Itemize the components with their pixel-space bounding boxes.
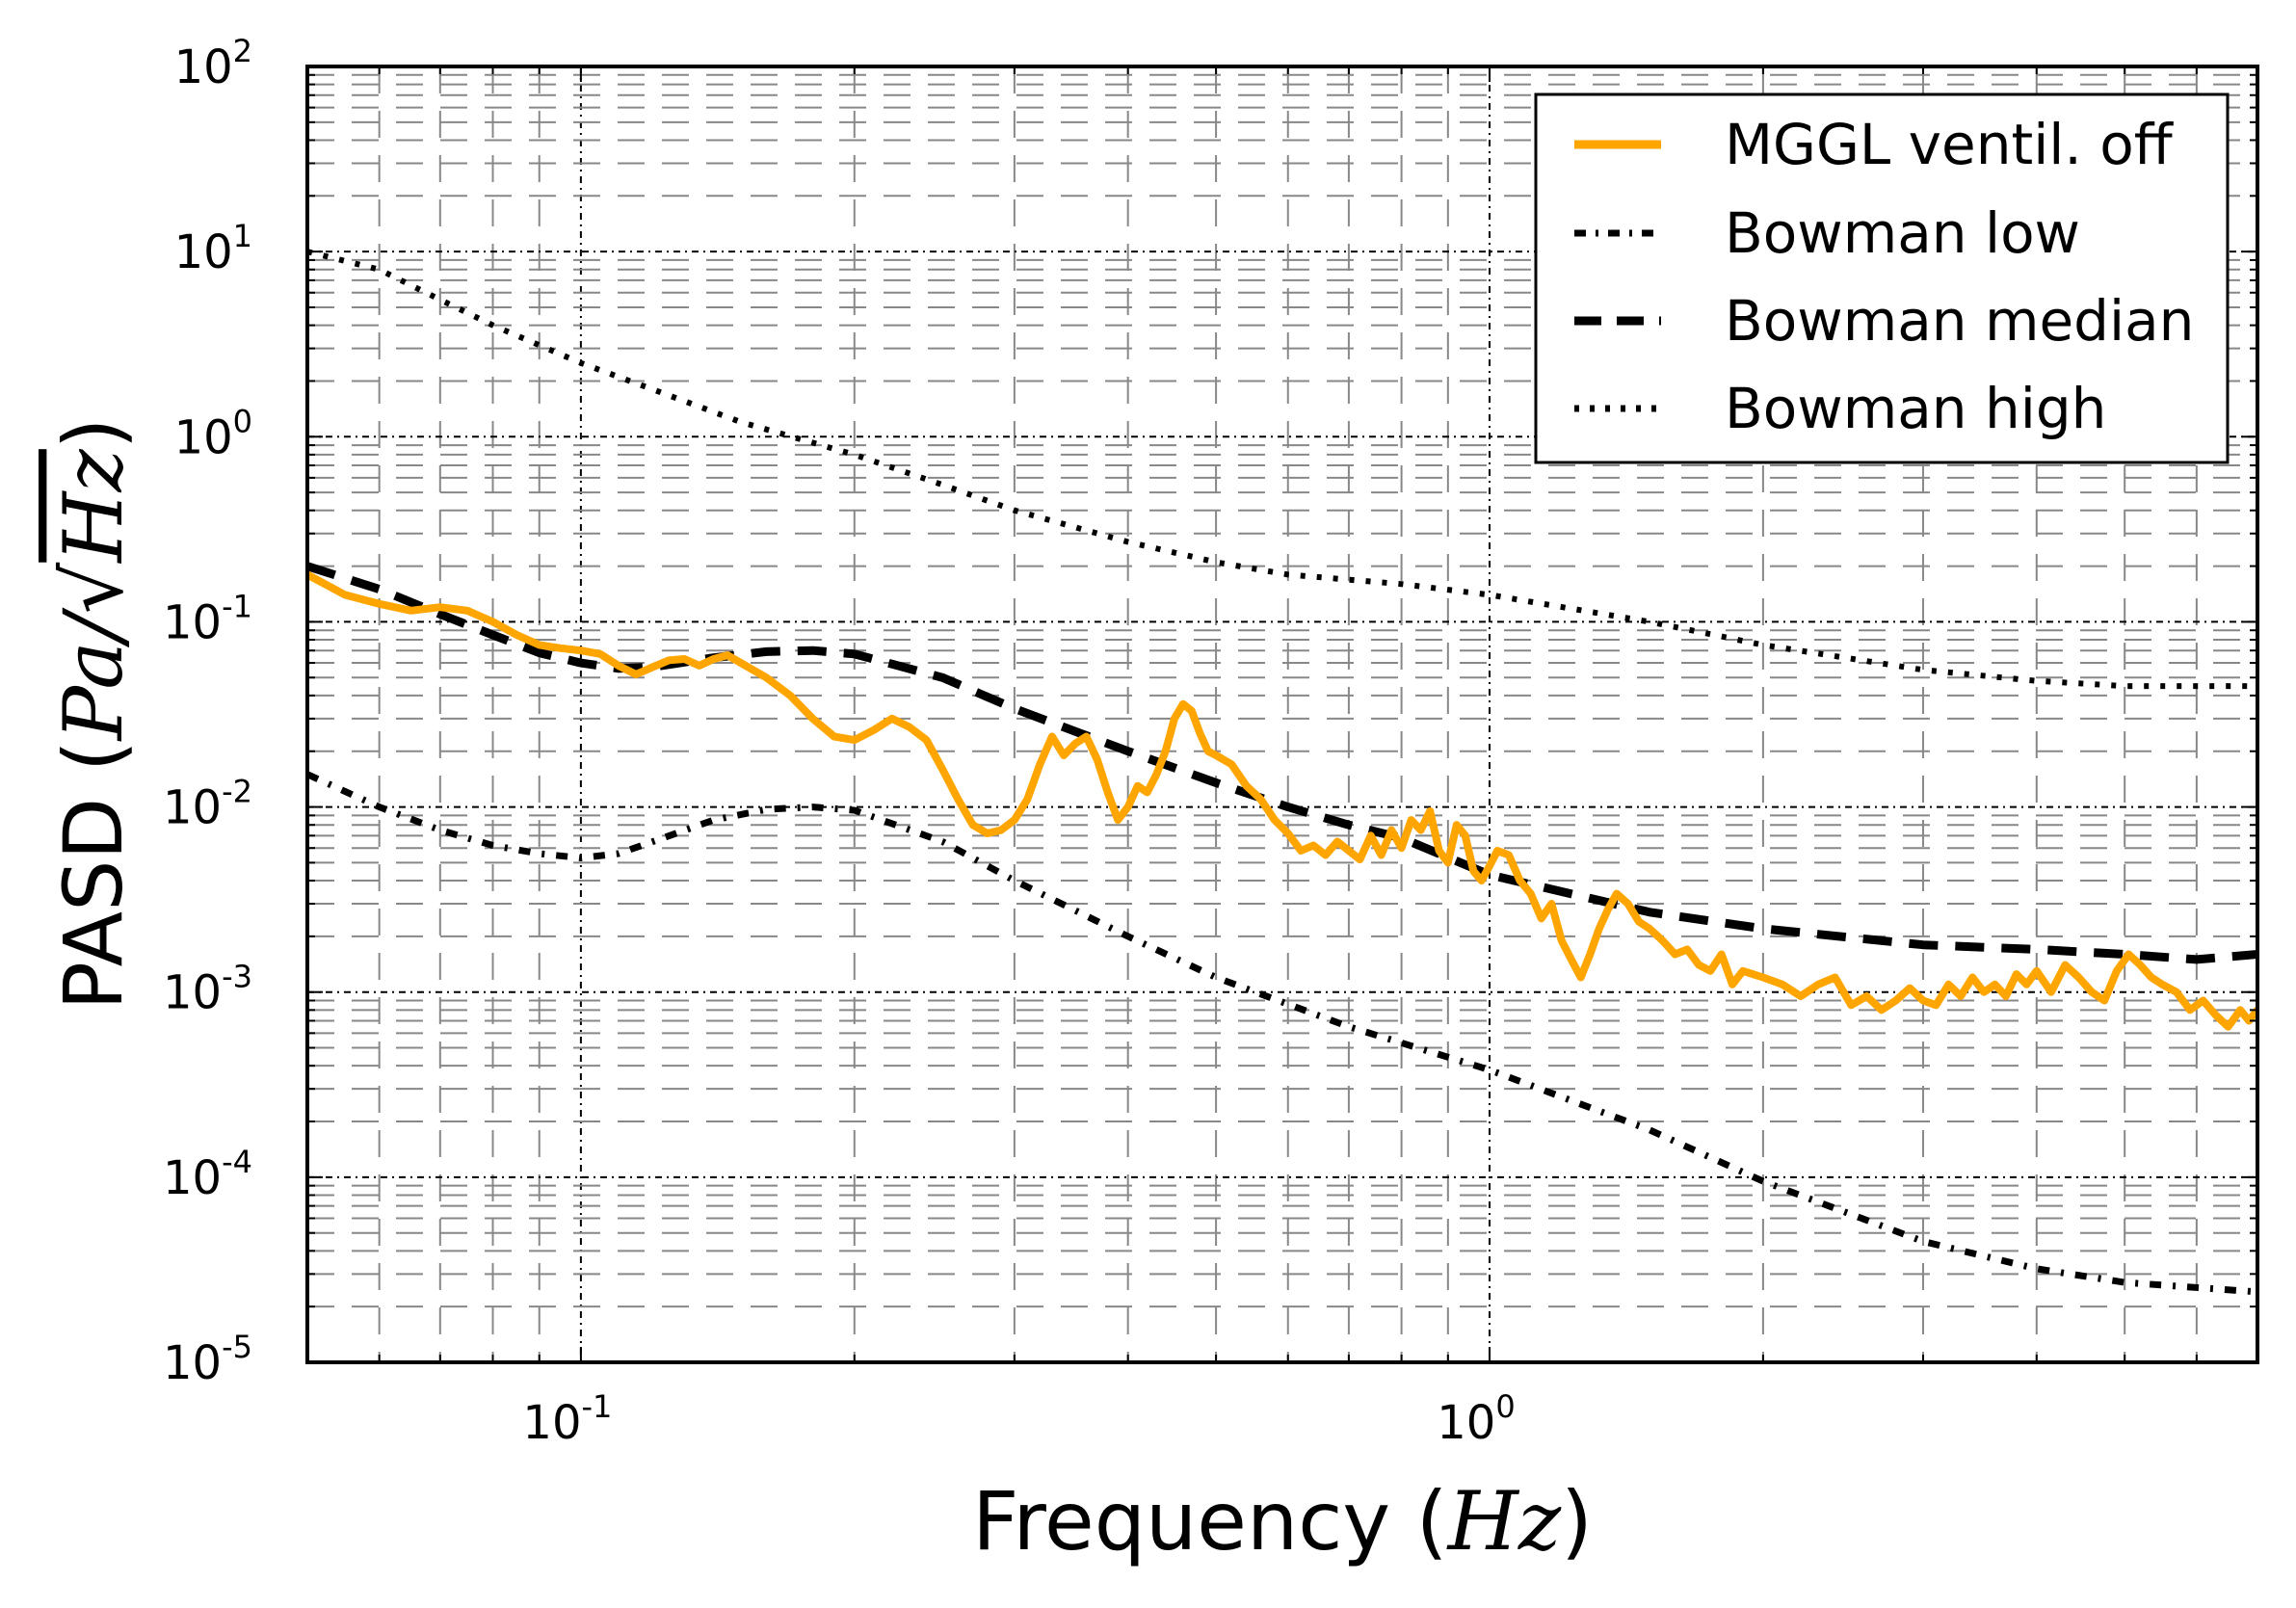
y-tick-base: 10 — [163, 1336, 222, 1390]
series-line-mggl-ventil-off — [307, 570, 2257, 1031]
y-tick-exponent: -2 — [222, 774, 252, 810]
y-tick-exponent: 1 — [233, 218, 252, 254]
y-axis-title-math: Pa/ — [46, 607, 141, 743]
y-tick-base: 10 — [174, 40, 233, 94]
y-tick-base: 10 — [163, 966, 222, 1020]
y-tick-base: 10 — [163, 595, 222, 649]
x-axis-title: Frequency (Hz) — [972, 1474, 1593, 1568]
series-line-bowman-median — [307, 562, 2257, 964]
legend: MGGL ventil. off Bowman low Bowman media… — [1534, 92, 2230, 464]
y-tick-label: 10-1 — [163, 588, 252, 649]
y-tick-exponent: -3 — [222, 959, 252, 995]
y-axis-title: PASD (Pa/√Hz) — [46, 417, 141, 1010]
x-axis-title-math: Hz — [1446, 1474, 1562, 1568]
x-tick-base: 10 — [1437, 1396, 1495, 1450]
y-axis-title-suffix: ) — [46, 417, 141, 449]
y-tick-base: 10 — [163, 781, 222, 835]
sqrt-symbol: √ — [46, 562, 141, 614]
series-layer — [307, 249, 2257, 1296]
y-tick-label: 10-4 — [163, 1144, 252, 1205]
y-tick-exponent: 0 — [233, 403, 252, 439]
x-tick-label: 10-1 — [522, 1388, 612, 1450]
y-tick-exponent: -1 — [222, 588, 252, 624]
x-axis-title-prefix: Frequency ( — [972, 1474, 1447, 1568]
legend-label-mggl: MGGL ventil. off — [1725, 112, 2175, 177]
legend-box — [1534, 92, 2230, 464]
legend-label-bowman-low: Bowman low — [1725, 200, 2080, 266]
y-tick-label: 10-3 — [163, 959, 252, 1020]
y-axis-title-prefix: PASD ( — [46, 740, 141, 1010]
y-tick-base: 10 — [174, 410, 233, 464]
x-tick-exponent: -1 — [581, 1388, 612, 1425]
y-axis-title-root: Hz — [46, 448, 141, 564]
y-tick-exponent: -4 — [222, 1144, 252, 1180]
legend-label-bowman-median: Bowman median — [1725, 288, 2194, 354]
x-tick-base: 10 — [522, 1396, 581, 1450]
x-tick-exponent: 0 — [1495, 1388, 1515, 1425]
series-line-bowman-low — [307, 771, 2257, 1296]
legend-label-bowman-high: Bowman high — [1725, 376, 2106, 441]
svg-text:PASD (Pa/√Hz): PASD (Pa/√Hz) — [46, 417, 141, 1010]
y-tick-exponent: -5 — [222, 1329, 252, 1365]
series-line-bowman-high — [307, 249, 2257, 690]
x-axis-title-suffix: ) — [1561, 1474, 1593, 1568]
y-tick-label: 10-5 — [163, 1329, 252, 1390]
y-tick-base: 10 — [174, 225, 233, 279]
y-tick-base: 10 — [163, 1151, 222, 1205]
y-tick-exponent: 2 — [233, 33, 252, 69]
y-tick-label: 100 — [174, 403, 252, 464]
y-tick-label: 102 — [174, 33, 252, 94]
x-tick-label: 100 — [1437, 1388, 1515, 1450]
y-tick-label: 101 — [174, 218, 252, 279]
y-tick-label: 10-2 — [163, 774, 252, 835]
plot-frame — [305, 65, 2259, 1364]
